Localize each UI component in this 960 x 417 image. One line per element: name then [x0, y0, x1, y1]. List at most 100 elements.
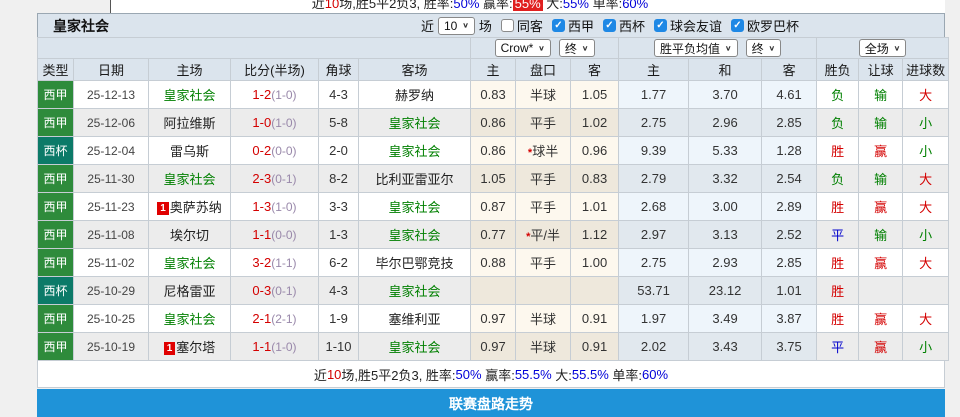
euro-away-odds-cell: 1.28 — [761, 136, 818, 165]
scope-select[interactable]: 全场 ∨ — [858, 39, 907, 57]
league-cell: 西杯 — [37, 136, 74, 165]
col-away: 客场 — [357, 58, 472, 81]
league-cell: 西甲 — [37, 304, 74, 333]
fulltime-score: 0-2 — [252, 143, 272, 158]
goals-result-cell: 小 — [902, 108, 950, 137]
euro-draw-odds-cell: 3.13 — [688, 220, 763, 249]
summary-segment: 近 — [311, 0, 325, 11]
home-team-link[interactable]: 奥萨苏纳 — [169, 200, 222, 215]
outcome-cell: 负 — [816, 108, 860, 137]
summary-segment: 55.5% — [571, 366, 609, 382]
away-team-link[interactable]: 皇家社会 — [388, 116, 441, 131]
corner-cell: 4-3 — [318, 276, 359, 305]
corner-cell: 4-3 — [318, 80, 359, 109]
match-row: 西甲 25-11-02 皇家社会 3-2(1-1) 6-2 毕尔巴鄂竞技 0.8… — [37, 248, 950, 277]
away-team-link[interactable]: 塞维利亚 — [388, 312, 441, 327]
away-team-cell: 塞维利亚 — [357, 304, 472, 333]
goals-result-cell: 大 — [902, 248, 950, 277]
asian-odds-time-select[interactable]: 终 ∨ — [558, 39, 595, 57]
euro-odds-time-value: 终 — [751, 41, 764, 56]
home-team-link[interactable]: 尼格雷亚 — [163, 284, 216, 299]
home-team-link[interactable]: 皇家社会 — [163, 312, 216, 327]
handicap-value: 平手 — [530, 172, 557, 187]
handicap-value: 半球 — [530, 312, 557, 327]
previous-table-partial-row: 近10场,胜5平2负3, 胜率:50% 赢率: 55% 大:55% 单率:60% — [0, 0, 960, 13]
euro-away-odds-cell: 1.01 — [761, 276, 818, 305]
away-team-link[interactable]: 皇家社会 — [388, 144, 441, 159]
away-team-link[interactable]: 皇家社会 — [388, 228, 441, 243]
home-team-link[interactable]: 埃尔切 — [169, 228, 209, 243]
asian-away-odds-cell: 0.83 — [570, 164, 620, 193]
away-team-cell: 皇家社会 — [357, 108, 472, 137]
handicap-result-cell: 赢 — [858, 332, 904, 361]
handicap-result-cell: 赢 — [858, 192, 904, 221]
euro-draw-odds-cell: 2.93 — [688, 248, 763, 277]
summary-segment-highlight: 55% — [512, 0, 543, 11]
home-team-link[interactable]: 皇家社会 — [163, 256, 216, 271]
col-outcome: 胜负 — [816, 58, 860, 81]
home-team-link[interactable]: 雷乌斯 — [169, 144, 209, 159]
asian-away-odds-cell: 0.91 — [570, 332, 620, 361]
corner-cell: 1-10 — [318, 332, 359, 361]
summary-segment: 大: — [551, 367, 572, 383]
away-team-cell: 皇家社会 — [357, 276, 472, 305]
euro-away-odds-cell: 2.85 — [761, 108, 818, 137]
home-team-cell: 尼格雷亚 — [148, 276, 231, 305]
asian-away-odds-cell: 1.01 — [570, 192, 620, 221]
outcome-cell: 胜 — [816, 192, 860, 221]
col-home: 主场 — [148, 58, 231, 81]
away-team-link[interactable]: 毕尔巴鄂竞技 — [375, 256, 454, 271]
same-away-checkbox[interactable]: 同客 — [500, 16, 543, 35]
summary-segment: 近 — [313, 367, 327, 383]
league-checkbox-copa[interactable]: ✓ 西杯 — [602, 16, 645, 35]
league-checkbox-europa[interactable]: ✓ 欧罗巴杯 — [730, 16, 799, 35]
league-label: 欧罗巴杯 — [746, 19, 799, 34]
handicap-value: 半球 — [530, 340, 557, 355]
euro-odds-source-value: 胜平负均值 — [659, 41, 720, 56]
away-team-link[interactable]: 皇家社会 — [388, 340, 441, 355]
goals-result-cell: 小 — [902, 136, 950, 165]
home-team-link[interactable]: 皇家社会 — [163, 172, 216, 187]
away-team-link[interactable]: 比利亚雷亚尔 — [375, 172, 454, 187]
summary-segment: 55.5% — [514, 366, 552, 382]
col-asian-away: 客 — [570, 58, 620, 81]
euro-home-odds-cell: 2.75 — [618, 248, 690, 277]
recent-summary-row: 近 10 场,胜5平2负3, 胜率: 50% 赢率: 55.5% 大: 55.5% 单率:… — [37, 361, 945, 388]
score-cell: 1-3(1-0) — [230, 192, 319, 221]
home-team-link[interactable]: 皇家社会 — [163, 88, 216, 103]
corner-cell: 5-8 — [318, 108, 359, 137]
match-row: 西甲 25-10-19 1 塞尔塔 1-1(1-0) 1-10 皇家社会 0.97… — [37, 332, 950, 361]
league-checkbox-laliga[interactable]: ✓ 西甲 — [551, 16, 594, 35]
fulltime-score: 2-3 — [252, 171, 272, 186]
euro-odds-time-select[interactable]: 终 ∨ — [745, 39, 782, 57]
euro-away-odds-cell: 2.54 — [761, 164, 818, 193]
date-cell: 25-11-02 — [73, 248, 149, 277]
away-team-link[interactable]: 皇家社会 — [388, 200, 441, 215]
summary-segment: 50% — [455, 366, 482, 382]
away-team-cell: 毕尔巴鄂竞技 — [357, 248, 472, 277]
home-team-cell: 皇家社会 — [148, 164, 231, 193]
chevron-down-icon: ∨ — [724, 43, 732, 52]
asian-away-odds-cell: 1.12 — [570, 220, 620, 249]
score-cell: 0-3(0-1) — [230, 276, 319, 305]
handicap-result-cell: 赢 — [858, 304, 904, 333]
league-label: 西杯 — [618, 19, 645, 34]
match-count-select[interactable]: 10 ∨ — [437, 16, 475, 35]
asian-handicap-cell: 平手 — [515, 192, 572, 221]
euro-odds-source-select[interactable]: 胜平负均值 ∨ — [653, 39, 738, 57]
league-cell: 西甲 — [37, 192, 74, 221]
away-team-link[interactable]: 皇家社会 — [388, 284, 441, 299]
score-cell: 1-1(0-0) — [230, 220, 319, 249]
summary-segment: 场,胜5平2负3, 胜率: — [341, 367, 456, 383]
home-team-link[interactable]: 塞尔塔 — [176, 340, 216, 355]
goals-result-cell — [902, 276, 950, 305]
handicap-result-cell: 输 — [858, 164, 904, 193]
euro-away-odds-cell: 2.89 — [761, 192, 818, 221]
odds-company-select[interactable]: Crow* ∨ — [494, 39, 551, 57]
away-team-link[interactable]: 赫罗纳 — [395, 88, 435, 103]
handicap-star: * — [527, 147, 533, 159]
home-team-link[interactable]: 阿拉维斯 — [163, 116, 216, 131]
red-card-badge: 1 — [163, 342, 176, 355]
asian-home-odds-cell — [470, 276, 517, 305]
league-checkbox-friendly[interactable]: ✓ 球会友谊 — [653, 16, 722, 35]
